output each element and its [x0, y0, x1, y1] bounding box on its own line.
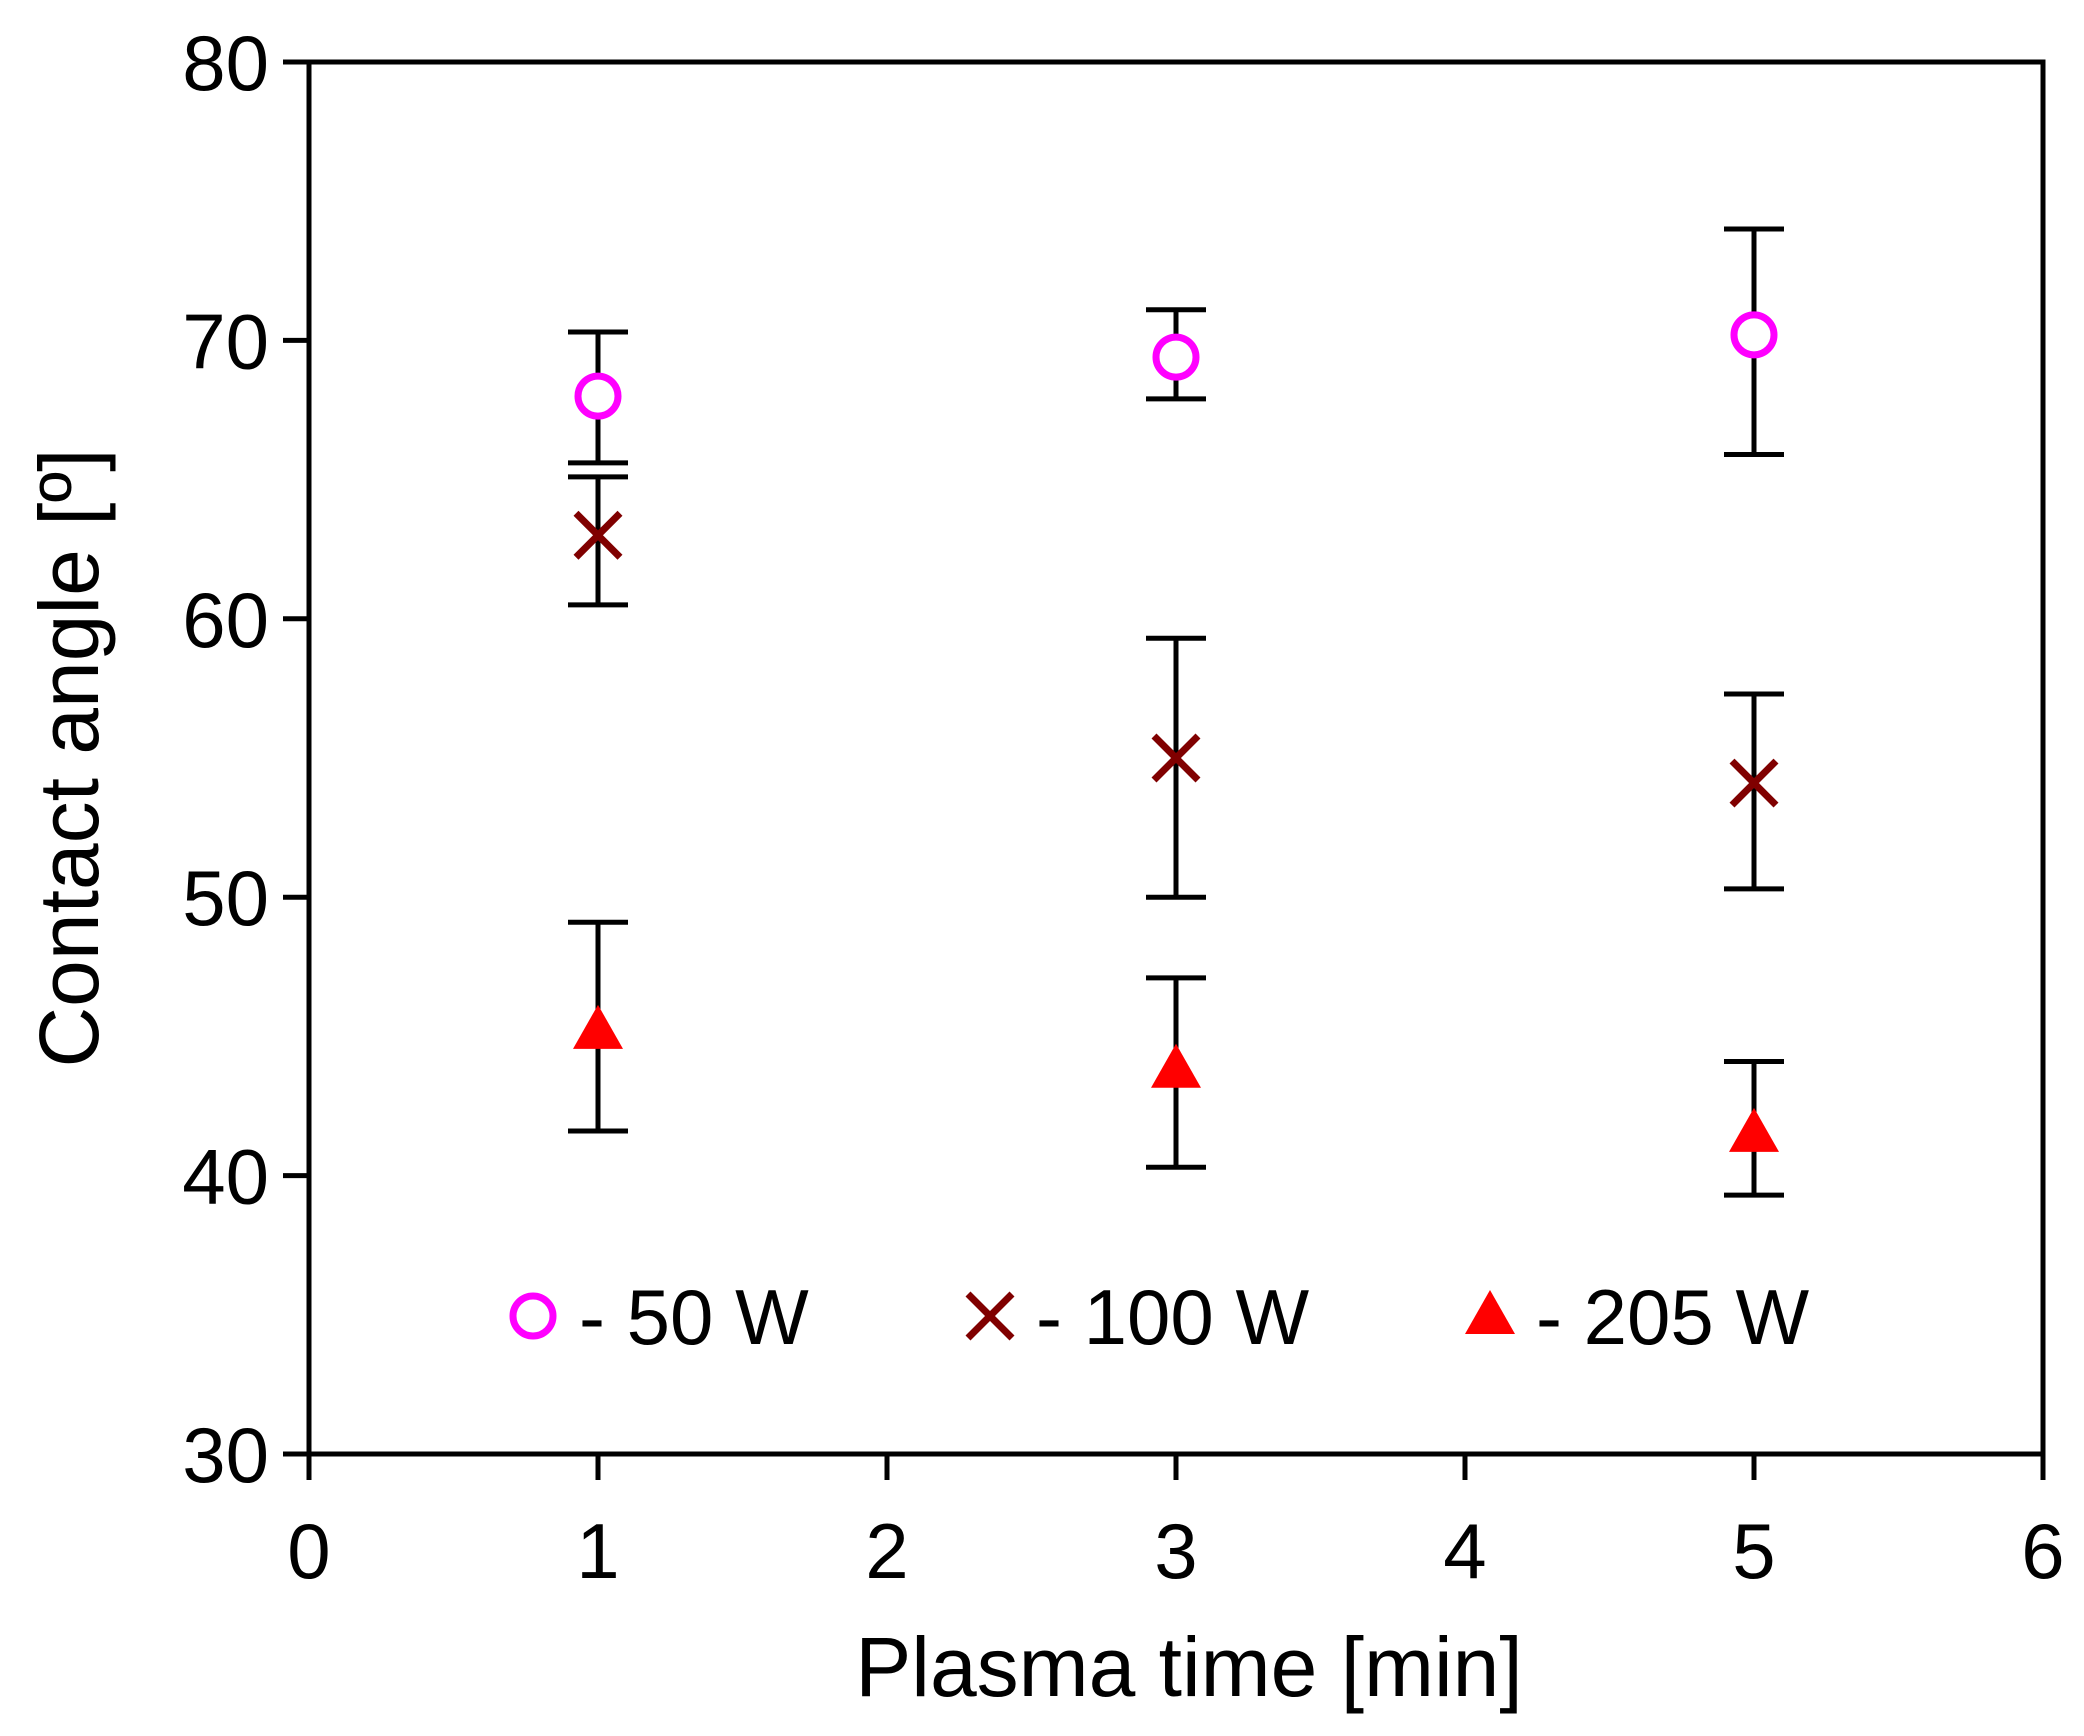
x-tick-label: 4 [1443, 1507, 1486, 1595]
legend-marker-triangle-filled [1465, 1290, 1515, 1334]
data-point-x [573, 510, 623, 560]
x-marker-stroke [573, 510, 623, 560]
y-tick-label: 60 [182, 576, 269, 664]
x-tick-label: 0 [287, 1507, 330, 1595]
error-bar-x [568, 474, 628, 608]
y-axis-ticks: 30 40 50 60 70 80 [182, 19, 309, 1499]
data-point-circle-open [1152, 333, 1200, 381]
legend-marker-x [965, 1291, 1015, 1341]
legend-label: - 100 W [1036, 1273, 1309, 1361]
data-point-triangle-filled [573, 1004, 623, 1049]
x-tick-label: 1 [576, 1507, 619, 1595]
data-point-x [1151, 733, 1201, 783]
x-axis-ticks: 0 1 2 3 4 5 6 [287, 1454, 2065, 1595]
y-tick-label: 70 [182, 297, 269, 385]
x-tick-label: 3 [1154, 1507, 1197, 1595]
data-point-triangle-filled [1729, 1107, 1779, 1152]
y-tick-label: 80 [182, 19, 269, 107]
y-tick-label: 50 [182, 854, 269, 942]
error-bar-x [1724, 691, 1784, 892]
data-point-x [1729, 758, 1779, 808]
data-point-triangle-filled [1151, 1043, 1201, 1088]
x-tick-label: 5 [1732, 1507, 1775, 1595]
x-tick-label: 6 [2021, 1507, 2064, 1595]
x-marker-stroke [1151, 733, 1201, 783]
y-tick-label: 40 [182, 1133, 269, 1221]
x-axis-title: Plasma time [min] [855, 1620, 1523, 1714]
legend-entry: - 205 W [1465, 1273, 1809, 1361]
legend-entry: - 50 W [509, 1273, 809, 1361]
x-marker-stroke [965, 1291, 1015, 1341]
data-point-circle-open [574, 372, 622, 420]
legend-marker-circle-open [509, 1292, 557, 1340]
data-markers [573, 311, 1779, 1152]
legend-label: - 205 W [1536, 1273, 1809, 1361]
legend-entry: - 100 W [965, 1273, 1309, 1361]
y-tick-label: 30 [182, 1411, 269, 1499]
legend: - 50 W - 100 W - 205 W [509, 1273, 1809, 1361]
x-tick-label: 2 [865, 1507, 908, 1595]
data-point-circle-open [1730, 311, 1778, 359]
x-marker-stroke [1729, 758, 1779, 808]
y-axis-title: Contact angle [º] [22, 448, 116, 1067]
legend-label: - 50 W [579, 1273, 809, 1361]
error-bar-x [1146, 635, 1206, 900]
